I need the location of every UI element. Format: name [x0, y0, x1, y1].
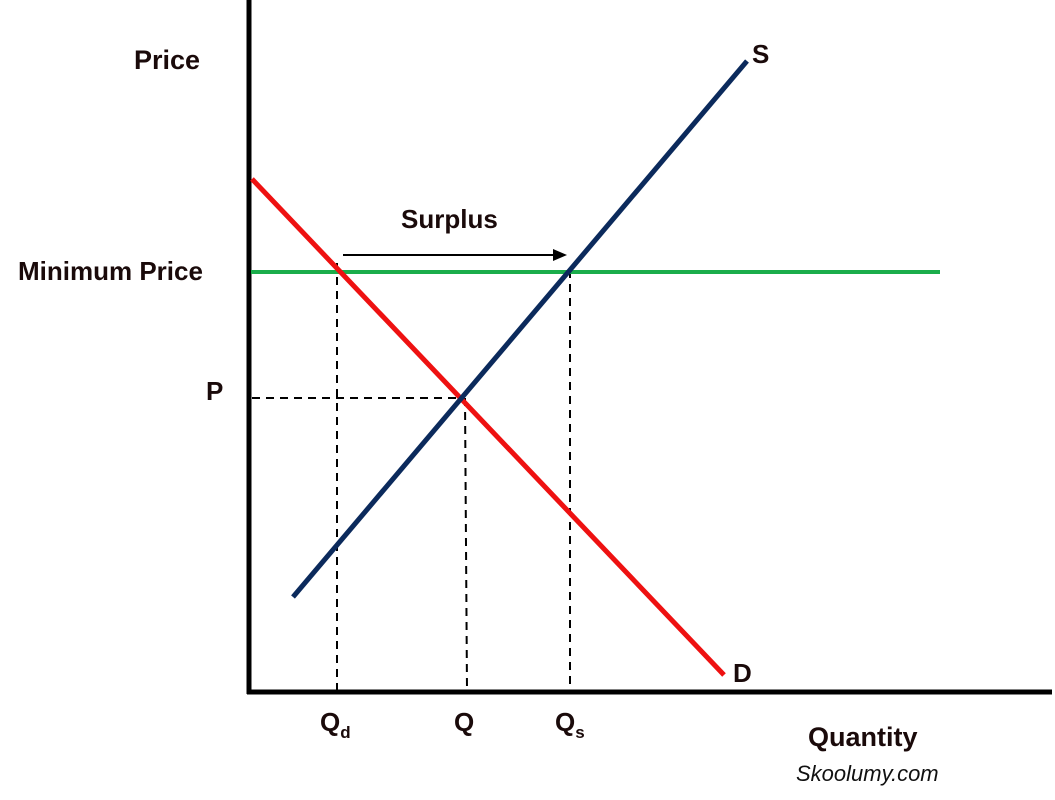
credit-text: Skoolumy.com [796, 761, 939, 786]
quantity-demanded-label: Qd [320, 707, 351, 742]
quantity-supplied-label: Qs [555, 707, 585, 742]
guide-lines [252, 263, 571, 691]
minimum-price-label: Minimum Price [18, 256, 203, 286]
demand-label: D [733, 658, 752, 688]
demand-curve [250, 177, 726, 677]
supply-label: S [752, 39, 769, 69]
x-axis-label: Quantity [808, 722, 918, 752]
surplus-arrowhead [553, 249, 567, 261]
quantity-supplied-main: Q [555, 707, 575, 737]
surplus-label: Surplus [401, 204, 498, 234]
quantity-demanded-main: Q [320, 707, 340, 737]
price-label: P [206, 376, 223, 406]
surplus-arrow [343, 249, 567, 261]
quantity-label: Q [454, 707, 474, 737]
supply-curve [291, 59, 749, 599]
y-axis-label: Price [134, 45, 200, 75]
q-guide-line [464, 397, 468, 691]
quantity-supplied-subscript: s [575, 723, 584, 742]
quantity-demanded-subscript: d [340, 723, 350, 742]
